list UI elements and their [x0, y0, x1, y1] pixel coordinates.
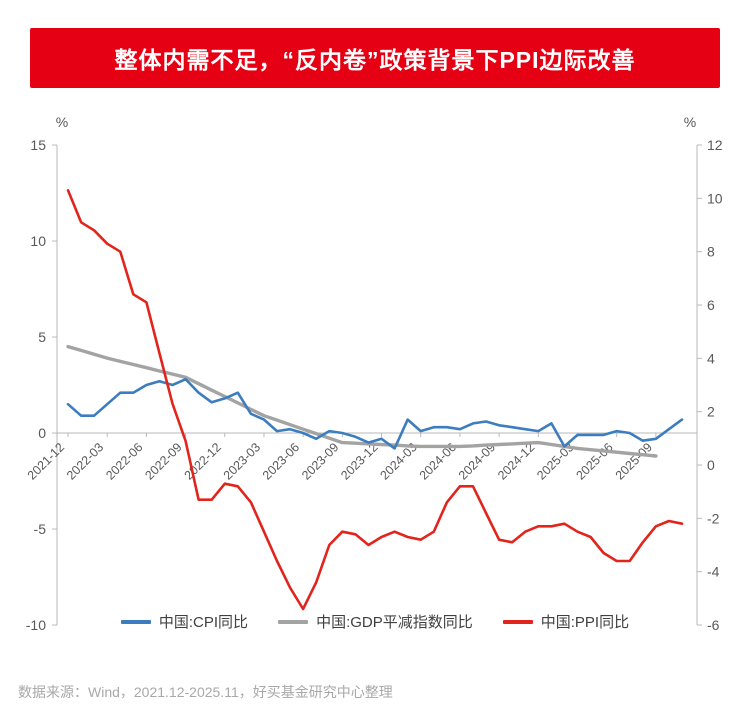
x-tick-label: 2023-03 [221, 440, 263, 482]
x-tick-label: 2022-03 [64, 440, 106, 482]
right-tick-label: -2 [707, 510, 720, 526]
right-tick-label: 4 [707, 350, 715, 366]
chart-title: 整体内需不足，“反内卷”政策背景下PPI边际改善 [114, 47, 636, 73]
right-tick-label: 12 [707, 137, 723, 153]
legend-label-ppi: 中国:PPI同比 [540, 614, 630, 631]
x-tick-label: 2022-09 [142, 440, 184, 482]
right-tick-label: 2 [707, 404, 715, 420]
left-tick-label: 15 [30, 137, 46, 153]
left-tick-label: 0 [38, 425, 46, 441]
right-tick-label: -4 [707, 564, 720, 580]
right-axis-unit: % [684, 114, 696, 130]
x-tick-label: 2025-06 [573, 440, 615, 482]
series-lines [66, 189, 684, 611]
right-tick-label: 0 [707, 457, 715, 473]
series-line-0 [66, 377, 684, 450]
series-line-2 [66, 189, 684, 611]
x-tick-label: 2021-12 [25, 440, 67, 482]
series-line-1 [66, 344, 658, 458]
right-tick-label: -6 [707, 617, 720, 633]
x-tick-label: 2025-09 [613, 440, 655, 482]
line-chart: % %151050-5-10121086420-2-4-62021-122022-… [25, 114, 723, 633]
legend-item-gdp-deflator: 中国:GDP平减指数同比 [278, 611, 473, 632]
left-tick-label: -5 [34, 521, 47, 537]
right-axis-ticks: 12 10 8 6 4 2 0 -2 -4 -6 [697, 137, 723, 633]
left-tick-label: 10 [30, 233, 46, 249]
right-tick-label: 8 [707, 244, 715, 260]
data-source-note: 数据来源：Wind，2021.12-2025.11，好买基金研究中心整理 [18, 684, 393, 700]
legend-label-cpi: 中国:CPI同比 [158, 614, 249, 631]
x-tick-label: 2024-12 [495, 440, 537, 482]
right-tick-label: 10 [707, 190, 723, 206]
chart-title-banner: 整体内需不足，“反内卷”政策背景下PPI边际改善 [30, 28, 720, 88]
left-axis-unit: % [56, 114, 68, 130]
x-tick-label: 2022-06 [103, 440, 145, 482]
legend-label-gdp-deflator: 中国:GDP平减指数同比 [316, 614, 473, 631]
x-tick-label: 2023-06 [260, 440, 302, 482]
gdp-deflator-line-swatch [278, 619, 309, 624]
axis-unit-labels: %% [56, 114, 696, 130]
x-tick-label: 2023-12 [338, 440, 380, 482]
axes [56, 145, 698, 625]
legend-item-cpi: 中国:CPI同比 [120, 611, 249, 632]
left-tick-label: -10 [26, 617, 46, 633]
legend-item-ppi: 中国:PPI同比 [502, 611, 630, 632]
chart-legend: 中国:CPI同比 中国:GDP平减指数同比 中国:PPI同比 [0, 611, 750, 632]
x-tick-label: 2023-09 [299, 440, 341, 482]
right-tick-label: 6 [707, 297, 715, 313]
cpi-line-swatch [120, 619, 151, 624]
left-tick-label: 5 [38, 329, 46, 345]
ppi-line-swatch [502, 619, 533, 624]
left-axis-ticks: 15 10 5 0 -5 -10 [26, 137, 57, 633]
